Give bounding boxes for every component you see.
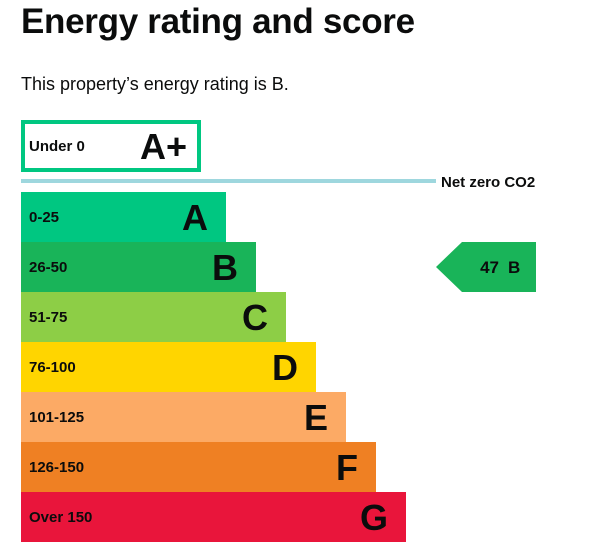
current-rating-score: 47 — [480, 258, 499, 277]
band-range-label: 126-150 — [29, 459, 84, 476]
band-letter: B — [212, 247, 238, 288]
current-rating-arrow — [436, 242, 536, 292]
band-letter: G — [360, 497, 388, 538]
band-letter: A+ — [140, 126, 187, 167]
band-range-label: 101-125 — [29, 409, 84, 426]
band-range-label: Over 150 — [29, 509, 92, 526]
band-bar-f — [21, 442, 376, 492]
band-outline-a-plus — [21, 120, 201, 172]
band-letter: E — [304, 397, 328, 438]
net-zero-label: Net zero CO2 — [441, 174, 535, 191]
band-letter: D — [272, 347, 298, 388]
band-bar-a — [21, 192, 226, 242]
band-bar-c — [21, 292, 286, 342]
band-bar-d — [21, 342, 316, 392]
band-letter: A — [182, 197, 208, 238]
band-range-label: Under 0 — [29, 138, 85, 155]
band-range-label: 26-50 — [29, 259, 67, 276]
page-title: Energy rating and score — [21, 2, 415, 41]
band-range-label: 0-25 — [29, 209, 59, 226]
band-bar-b — [21, 242, 256, 292]
rating-summary: This property’s energy rating is B. — [21, 74, 289, 94]
band-bar-e — [21, 392, 346, 442]
band-range-label: 76-100 — [29, 359, 76, 376]
band-range-label: 51-75 — [29, 309, 67, 326]
current-rating-letter: B — [508, 258, 520, 277]
band-letter: F — [336, 447, 358, 488]
band-letter: C — [242, 297, 268, 338]
band-bar-g — [21, 492, 406, 542]
